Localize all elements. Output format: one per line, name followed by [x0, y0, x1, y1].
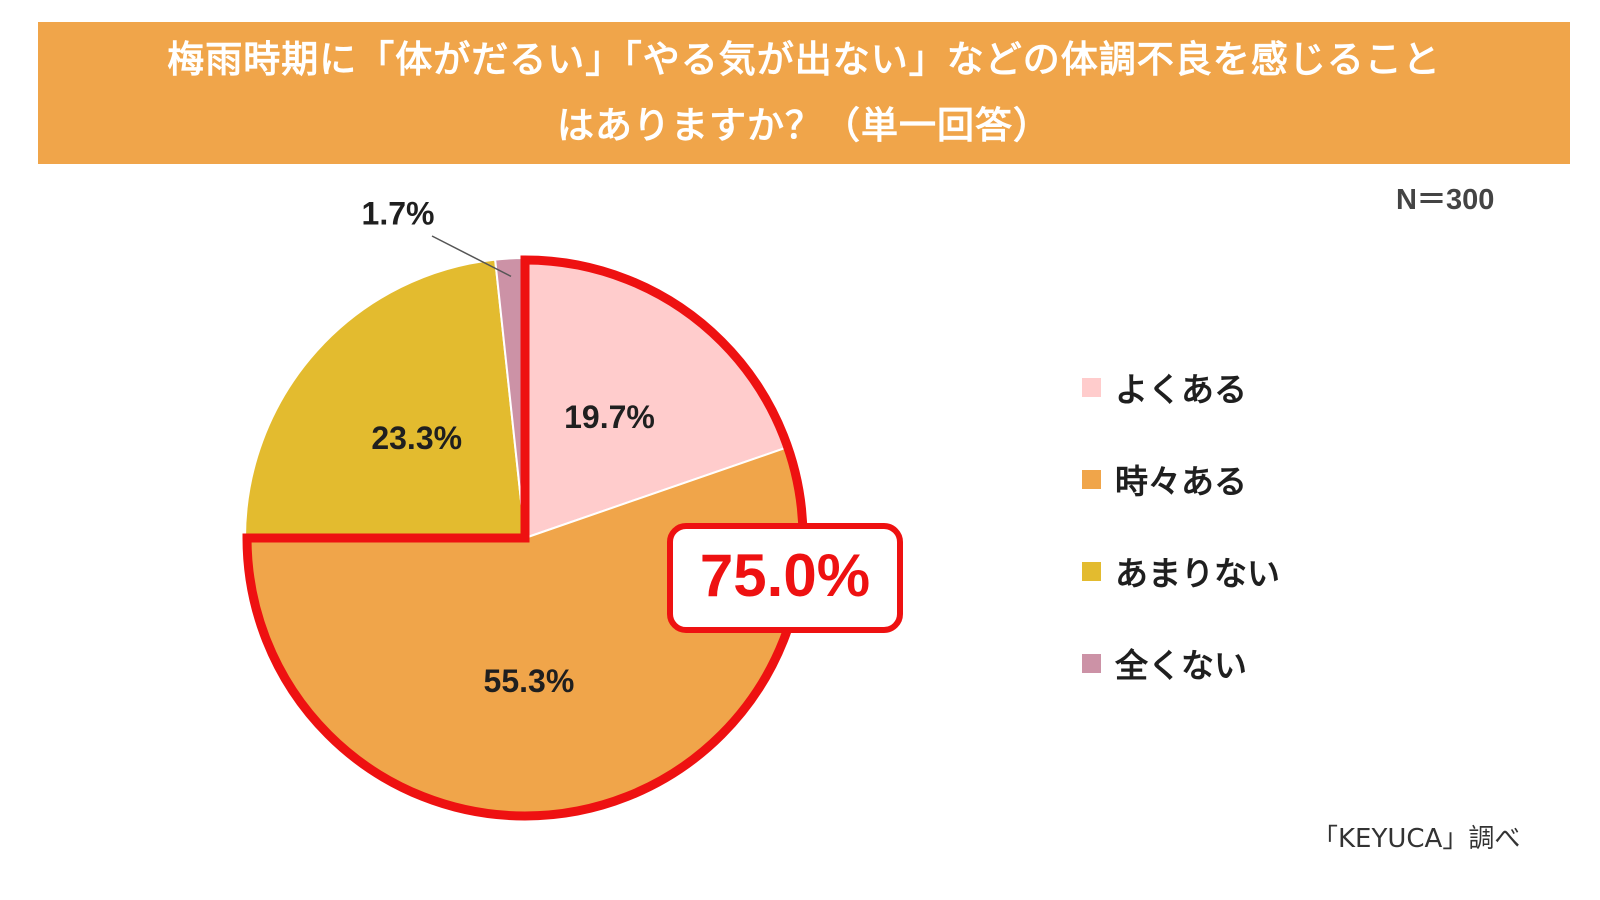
title-line-1: 梅雨時期に「体がだるい」「やる気が出ない」などの体調不良を感じること [167, 38, 1441, 81]
sample-size-label: N＝300 [1396, 184, 1495, 216]
legend-item: あまりない [1082, 548, 1280, 594]
legend-label: よくある [1115, 370, 1247, 409]
chart-legend: よくある 時々ある あまりない 全くない [1082, 364, 1280, 732]
legend-swatch [1082, 653, 1101, 673]
highlight-callout-box [667, 523, 903, 633]
slice-value-label: 1.7% [362, 195, 435, 231]
leader-line [431, 235, 512, 278]
pie-highlight: 75.0% [242, 255, 903, 821]
slice-value-label: 19.7% [564, 399, 655, 435]
legend-item: よくある [1082, 364, 1280, 410]
legend-swatch [1082, 469, 1101, 489]
pie-slice [243, 258, 527, 539]
legend-item: 全くない [1082, 640, 1280, 686]
legend-label: 時々ある [1115, 462, 1247, 501]
legend-swatch [1082, 561, 1101, 581]
legend-swatch [1082, 377, 1101, 397]
legend-label: 全くない [1115, 646, 1247, 685]
slice-value-label: 23.3% [371, 420, 462, 456]
highlight-callout-value: 75.0% [700, 542, 870, 609]
legend-label: あまりない [1115, 554, 1280, 593]
title-line-2: はありますか？（単一回答） [557, 104, 1051, 147]
slice-value-label: 55.3% [484, 663, 575, 699]
title-banner: 梅雨時期に「体がだるい」「やる気が出ない」などの体調不良を感じること はあります… [38, 22, 1570, 164]
highlight-outline [242, 255, 808, 821]
pie-leader-lines [431, 235, 512, 278]
pie-slice-labels: 19.7% 55.3% 23.3% 1.7% [362, 195, 655, 699]
legend-item: 時々ある [1082, 456, 1280, 502]
source-note: 「KEYUCA」調べ [1312, 824, 1521, 854]
